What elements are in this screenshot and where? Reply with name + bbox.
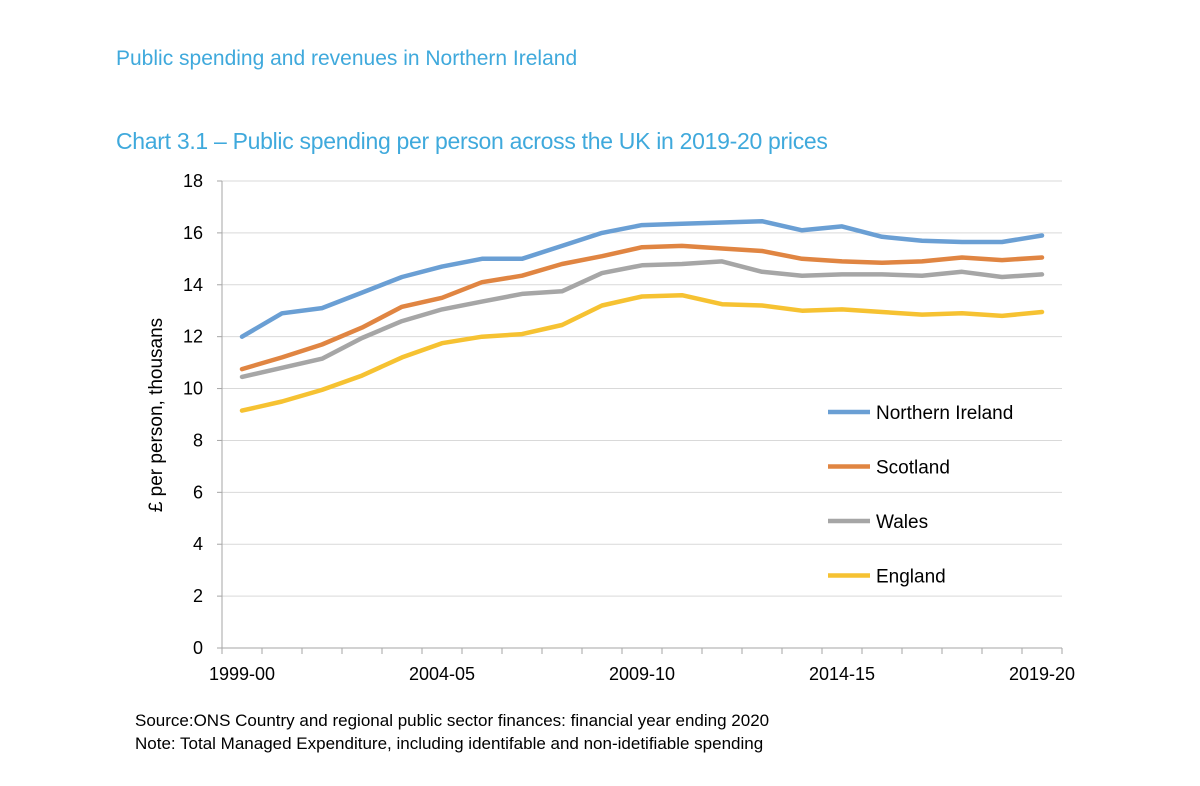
expenditure-note: Note: Total Managed Expenditure, includi… [135,734,764,753]
legend-label-scotland: Scotland [876,458,950,479]
legend-label-wales: Wales [876,512,928,533]
y-tick-label: 12 [183,327,203,347]
series-lines [239,218,1045,413]
x-tick-label: 1999-00 [209,664,275,684]
y-tick-label: 4 [193,534,203,554]
series-line-england [239,292,1045,413]
y-tick-label: 0 [193,638,203,658]
y-tick-label: 6 [193,482,203,502]
x-tick-label: 2019-20 [1009,664,1075,684]
x-tick-label: 2009-10 [609,664,675,684]
axes: 0 2 4 6 8 10 12 14 16 18 1999-00 2004-05 2009-10 2014… [183,171,1075,684]
series-line-wales [239,259,1045,380]
y-axis-label: £ per person, thousans [146,318,167,512]
source-note: Source:ONS Country and regional public s… [135,711,770,730]
legend-label-england: England [876,567,946,588]
series-line-scotland [239,243,1045,372]
page-heading: Public spending and revenues in Northern… [116,47,578,70]
legend-label-northern-ireland: Northern Ireland [876,403,1013,424]
legend: Northern Ireland Scotland Wales England [828,403,1013,588]
series-line-northern-ireland [239,218,1045,339]
y-tick-label: 8 [193,430,203,450]
y-tick-label: 2 [193,586,203,606]
y-tick-label: 18 [183,171,203,191]
x-tick-label: 2004-05 [409,664,475,684]
x-tick-label: 2014-15 [809,664,875,684]
y-tick-label: 16 [183,223,203,243]
y-tick-label: 14 [183,275,203,295]
chart-title: Chart 3.1 – Public spending per person a… [116,128,828,154]
y-tick-label: 10 [183,379,203,399]
